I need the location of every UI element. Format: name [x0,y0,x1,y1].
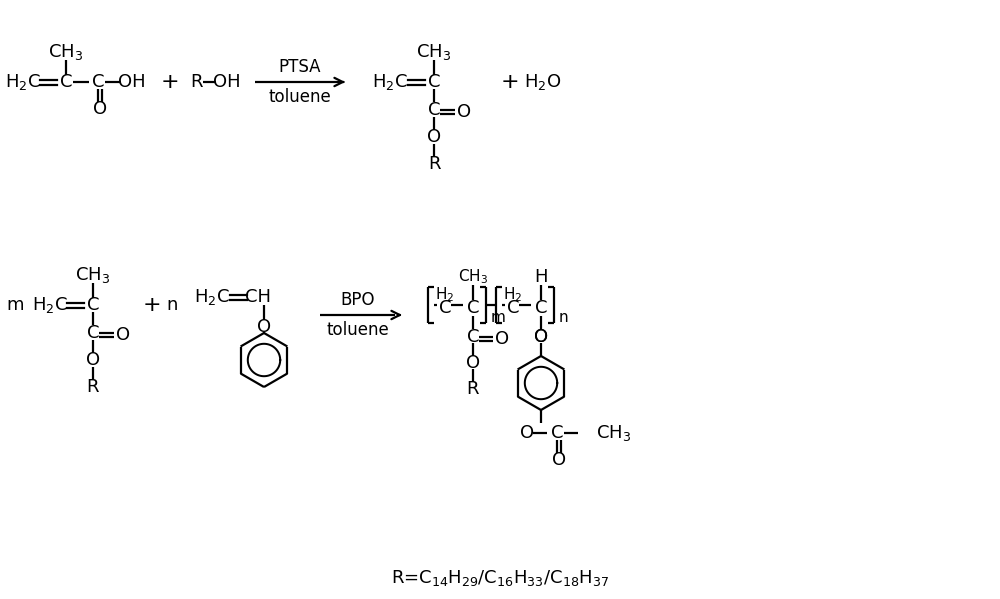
Text: toluene: toluene [269,88,331,106]
Text: H$_2$C: H$_2$C [32,295,68,315]
Text: H$_2$C: H$_2$C [372,72,408,92]
Text: H$_2$C: H$_2$C [194,287,230,307]
Text: O: O [534,328,548,346]
Text: O: O [466,354,480,372]
Text: C: C [535,299,547,317]
Text: H$_2$C: H$_2$C [5,72,41,92]
Text: PTSA: PTSA [279,58,321,76]
Text: C: C [428,101,440,119]
Text: C: C [87,324,99,342]
Text: O: O [427,128,441,146]
Text: OH: OH [213,73,241,91]
Text: +: + [143,295,161,315]
Text: H: H [534,268,548,286]
Text: C: C [551,424,563,442]
Text: C: C [87,296,99,314]
Text: O: O [495,330,509,348]
Text: +: + [501,72,519,92]
Text: OH: OH [118,73,146,91]
Text: O: O [116,326,130,344]
Text: R=C$_{14}$H$_{29}$/C$_{16}$H$_{33}$/C$_{18}$H$_{37}$: R=C$_{14}$H$_{29}$/C$_{16}$H$_{33}$/C$_{… [391,568,609,588]
Text: BPO: BPO [341,291,375,309]
Text: CH$_3$: CH$_3$ [596,423,631,443]
Text: CH: CH [245,288,271,306]
Text: C: C [92,73,104,91]
Text: O: O [86,351,100,369]
Text: C: C [428,73,440,91]
Text: O: O [457,103,471,121]
Text: H$_2$O: H$_2$O [524,72,562,92]
Text: O: O [257,318,271,336]
Text: C: C [507,299,519,317]
Text: m: m [6,296,24,314]
Text: R: R [190,73,202,91]
Text: m: m [491,310,506,325]
Text: n: n [559,310,569,325]
Text: CH$_3$: CH$_3$ [458,268,488,286]
Text: O: O [520,424,534,442]
Text: C: C [467,328,479,346]
Text: C: C [439,299,451,317]
Text: O: O [552,451,566,469]
Text: H$_2$: H$_2$ [503,286,523,304]
Text: H$_2$: H$_2$ [435,286,455,304]
Text: CH$_3$: CH$_3$ [75,265,111,285]
Text: CH$_3$: CH$_3$ [48,42,84,62]
Text: +: + [161,72,179,92]
Text: n: n [166,296,178,314]
Text: R: R [87,378,99,396]
Text: R: R [428,155,440,173]
Text: C: C [467,299,479,317]
Text: R: R [467,380,479,398]
Text: O: O [534,328,548,346]
Text: CH$_3$: CH$_3$ [416,42,452,62]
Text: toluene: toluene [327,321,389,339]
Text: O: O [93,100,107,118]
Text: C: C [60,73,72,91]
